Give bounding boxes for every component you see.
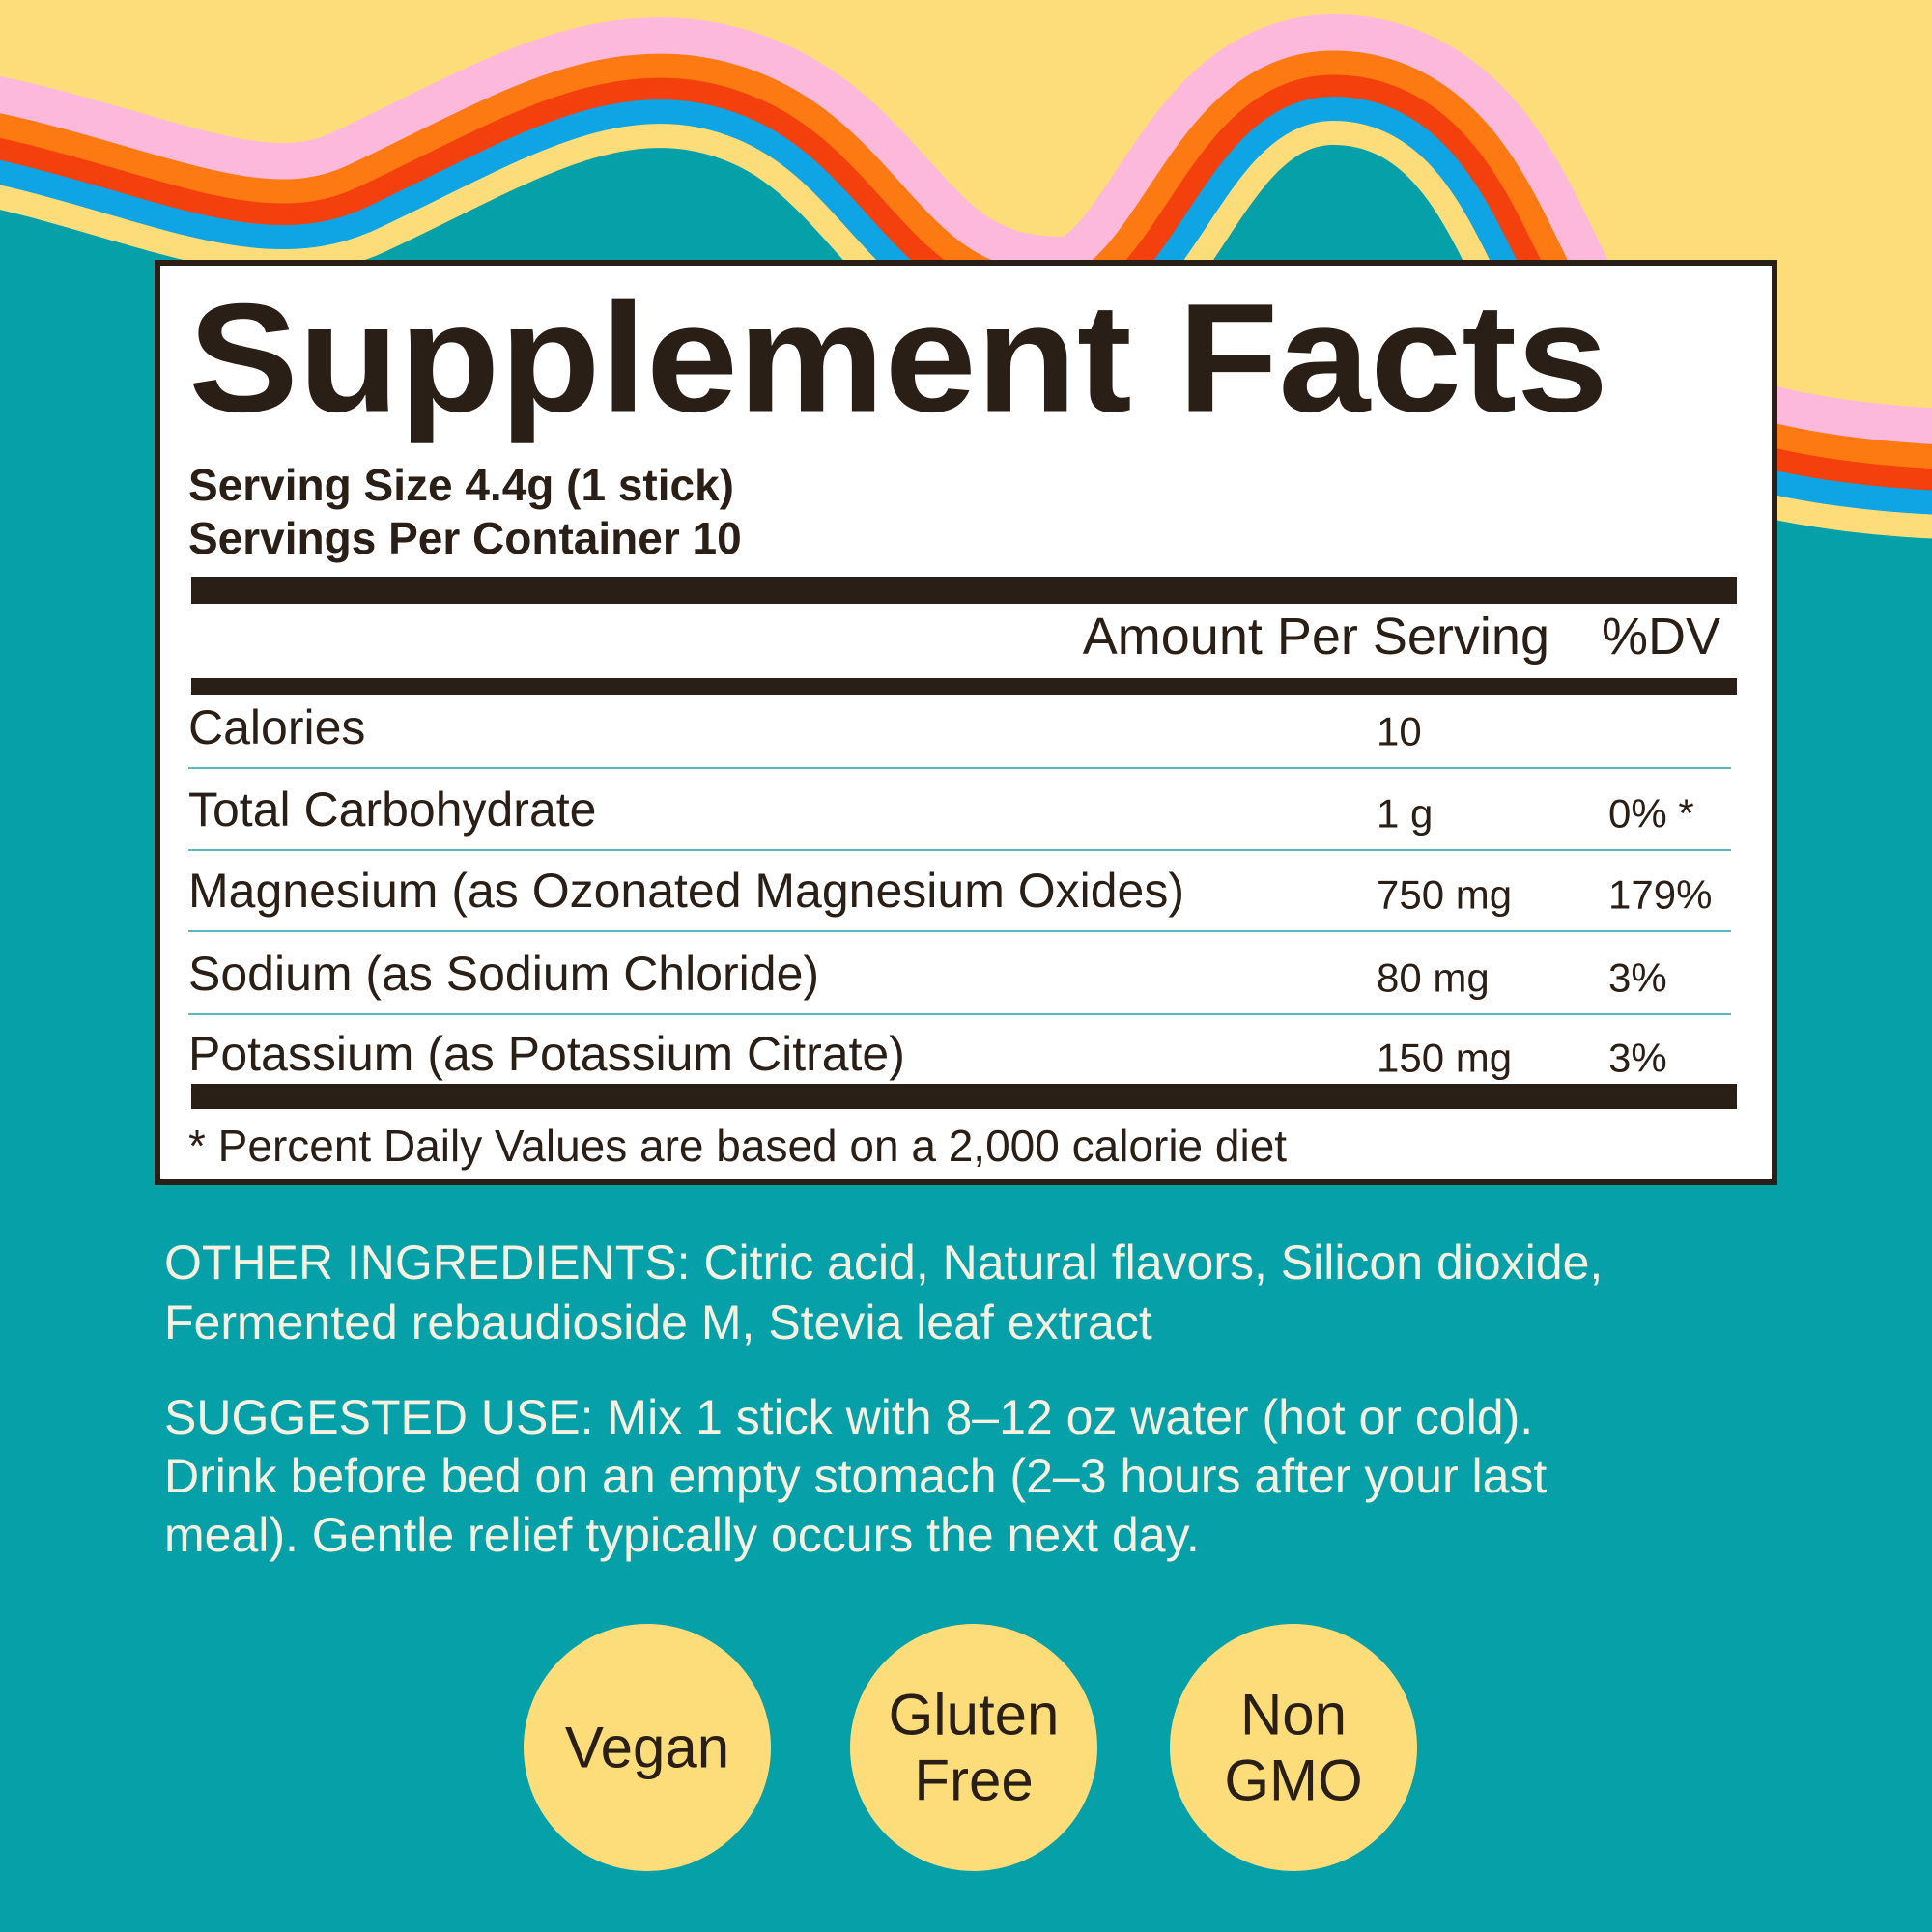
row-amount: 750 mg <box>1377 872 1512 918</box>
panel-title: Supplement Facts <box>188 271 1608 444</box>
row-dv: 0% * <box>1608 791 1694 837</box>
paragraphs: OTHER INGREDIENTS: Citric acid, Natural … <box>164 1236 1603 1562</box>
row-dv: 3% <box>1608 955 1667 1001</box>
facts-rows: Calories 10 Total Carbohydrate 1 g 0% * Magne… <box>188 700 1731 1081</box>
column-header: Amount Per Serving <box>1083 608 1549 666</box>
row-name: Total Carbohydrate <box>188 782 596 837</box>
badge-label: Non <box>1240 1683 1347 1747</box>
servings-per-container: Servings Per Container 10 <box>188 513 742 563</box>
column-header: %DV <box>1602 608 1720 666</box>
thick-rule <box>191 678 1737 695</box>
badge <box>850 1624 1097 1871</box>
row-amount: 150 mg <box>1377 1036 1512 1081</box>
facts-panel <box>155 260 1777 1185</box>
ingredients-line: Fermented rebaudioside M, Stevia leaf ex… <box>164 1295 1152 1350</box>
badge-label: Vegan <box>565 1716 729 1780</box>
row-name: Calories <box>188 700 365 754</box>
thick-rule <box>191 577 1737 604</box>
suggested-use-line: SUGGESTED USE: Mix 1 stick with 8–12 oz … <box>164 1390 1533 1444</box>
row-amount: 80 mg <box>1377 955 1490 1001</box>
ingredients-line: OTHER INGREDIENTS: Citric acid, Natural … <box>164 1236 1603 1290</box>
footnote: * Percent Daily Values are based on a 2,… <box>188 1121 1287 1171</box>
row-amount: 10 <box>1377 709 1422 754</box>
badge <box>1170 1624 1417 1871</box>
serving-size: Serving Size 4.4g (1 stick) <box>188 460 734 510</box>
badge-label: Gluten <box>889 1683 1060 1747</box>
row-name: Potassium (as Potassium Citrate) <box>188 1027 905 1081</box>
suggested-use-line: Drink before bed on an empty stomach (2–… <box>164 1449 1547 1503</box>
thick-rule <box>191 1084 1737 1109</box>
row-name: Magnesium (as Ozonated Magnesium Oxides) <box>188 864 1184 918</box>
row-dv: 3% <box>1608 1036 1667 1081</box>
badge <box>524 1624 771 1871</box>
suggested-use-line: meal). Gentle relief typically occurs th… <box>164 1508 1200 1562</box>
row-amount: 1 g <box>1377 791 1433 837</box>
badge-label: Free <box>914 1748 1033 1813</box>
badge-label: GMO <box>1224 1748 1362 1813</box>
row-dv: 179% <box>1608 872 1712 918</box>
row-name: Sodium (as Sodium Chloride) <box>188 947 819 1001</box>
